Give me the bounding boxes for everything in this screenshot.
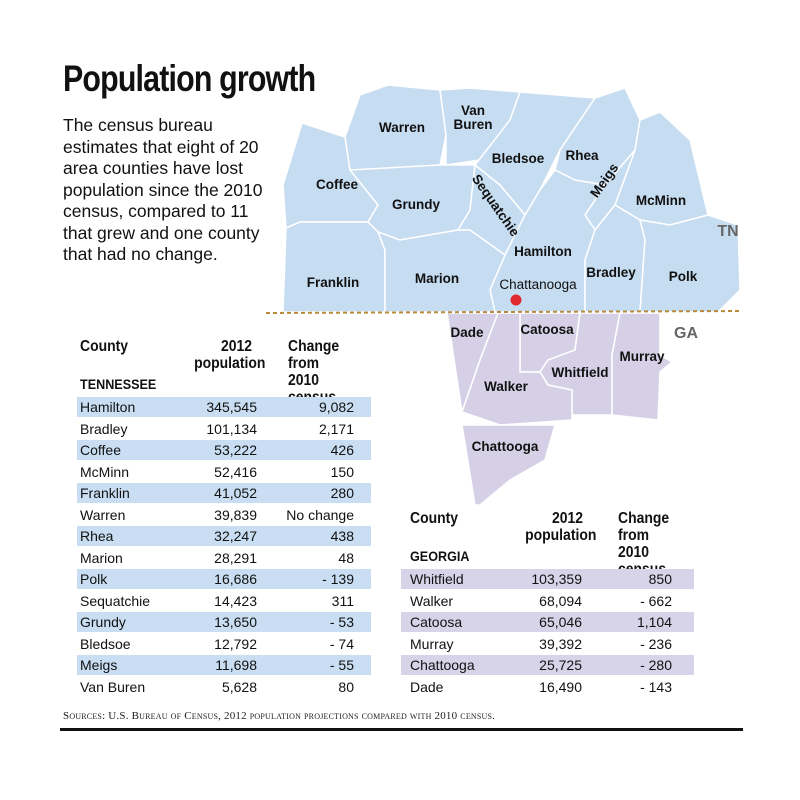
svg-text:Rhea: Rhea <box>565 148 599 163</box>
table-row: Grundy 13,650- 53 <box>77 612 371 632</box>
svg-text:Bradley: Bradley <box>586 265 636 280</box>
table-row: Warren 39,839 No change <box>80 507 354 523</box>
svg-text:Bledsoe: Bledsoe <box>492 151 545 166</box>
ga-region <box>446 312 674 506</box>
svg-text:Polk: Polk <box>669 269 698 284</box>
state-line <box>265 310 741 314</box>
page-title: Population growth <box>63 58 316 99</box>
county-murray <box>611 312 674 421</box>
table-row: Polk 16,686- 139 <box>77 569 371 589</box>
svg-text:Marion: Marion <box>415 271 459 286</box>
table-row: Marion 28,291 48 <box>80 550 354 566</box>
county-walker <box>461 312 573 426</box>
svg-text:Walker: Walker <box>484 379 529 394</box>
svg-text:Murray: Murray <box>619 349 665 364</box>
table-row: Walker 68,094- 662 <box>410 593 672 609</box>
source-note: Sources: U.S. Bureau of Census, 2012 pop… <box>63 710 496 722</box>
svg-text:Grundy: Grundy <box>392 197 440 212</box>
table-row: Coffee 53,222 426 <box>77 440 371 460</box>
svg-text:Van: Van <box>461 103 485 118</box>
table-row: Bradley 101,134 2,171 <box>80 421 354 437</box>
svg-text:Dade: Dade <box>450 325 484 340</box>
table-row: Whitfield 103,359 850 <box>401 569 694 589</box>
table-row: McMinn 52,416 150 <box>80 464 354 480</box>
city-marker <box>510 294 522 306</box>
table-row: Sequatchie 14,423 311 <box>80 593 354 609</box>
table-row: Meigs 11,698- 55 <box>77 655 371 675</box>
table-row: Rhea 32,247 438 <box>77 526 371 546</box>
county-franklin <box>282 221 386 313</box>
svg-text:McMinn: McMinn <box>636 193 686 208</box>
intro-text: The census bureau estimates that eight o… <box>63 115 263 264</box>
county-chattooga <box>461 424 556 506</box>
table-row: Franklin 41,052 280 <box>77 483 371 503</box>
county-marion <box>376 229 506 313</box>
col-header-pop: 2012 population <box>194 338 266 372</box>
table-row: Hamilton 345,545 9,082 <box>77 397 371 417</box>
table-row: Murray 39,392- 236 <box>410 636 672 652</box>
svg-text:Chattooga: Chattooga <box>472 439 539 454</box>
county-map: Warren Van Buren Bledsoe Rhea Coffee Gru… <box>265 84 741 506</box>
city-label: Chattanooga <box>499 277 577 292</box>
table-row: Bledsoe 12,792- 74 <box>80 636 354 652</box>
svg-text:Buren: Buren <box>453 117 492 132</box>
state-label-tn: TN <box>717 223 738 240</box>
group-label-georgia: GEORGIA <box>410 548 470 564</box>
table-row: Van Buren 5,628 80 <box>80 679 354 695</box>
svg-text:Franklin: Franklin <box>307 275 360 290</box>
svg-text:Whitfield: Whitfield <box>552 365 609 380</box>
col-header-pop: 2012 population <box>525 510 597 544</box>
col-header-county: County <box>80 338 129 355</box>
bottom-rule <box>60 728 743 731</box>
state-label-ga: GA <box>674 325 698 342</box>
table-row: Dade 16,490- 143 <box>410 679 672 695</box>
svg-text:Coffee: Coffee <box>316 177 358 192</box>
group-label-tennessee: TENNESSEE <box>80 376 157 392</box>
svg-text:Warren: Warren <box>379 120 425 135</box>
col-header-county: County <box>410 510 459 527</box>
table-row: Catoosa 65,046 1,104 <box>401 612 694 632</box>
tn-region <box>282 84 741 313</box>
svg-text:Catoosa: Catoosa <box>520 322 574 337</box>
county-polk <box>638 214 741 313</box>
county-labels: Warren Van Buren Bledsoe Rhea Coffee Gru… <box>307 103 698 454</box>
svg-text:Hamilton: Hamilton <box>514 244 572 259</box>
table-row: Chattooga 25,725- 280 <box>401 655 694 675</box>
